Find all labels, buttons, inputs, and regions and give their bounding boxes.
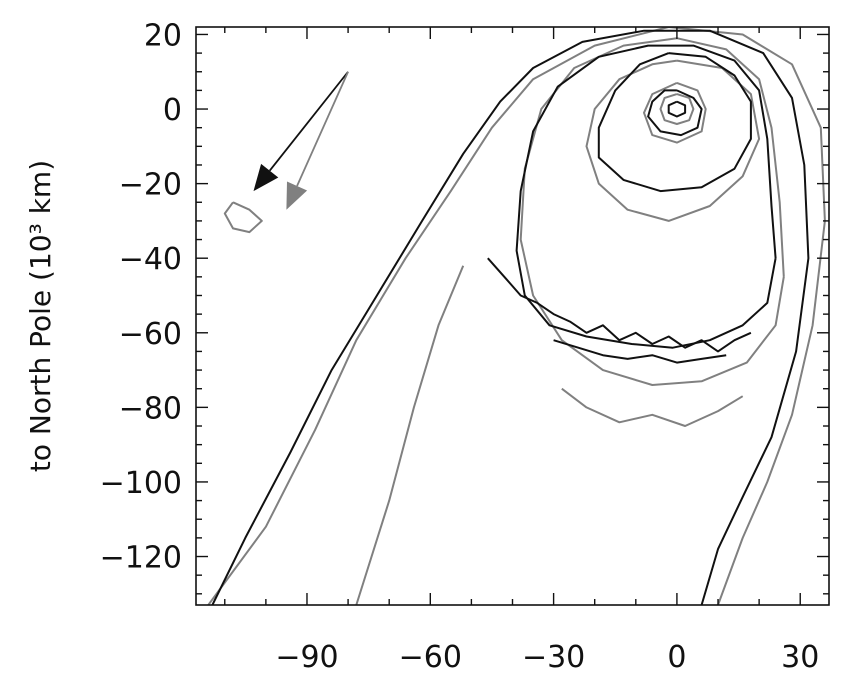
black-contour-5: [487, 257, 752, 353]
black-contour-0: [667, 100, 687, 118]
x-tick-label: −60: [399, 640, 462, 675]
y-axis-tick-labels: 20 0 −20 −40 −60 −80 −100 −120: [100, 18, 182, 575]
y-tick-label: −60: [119, 317, 182, 352]
black-arrow-shaft: [268, 71, 349, 172]
black-arrow-head: [253, 163, 279, 192]
y-tick-label: −100: [100, 466, 182, 501]
gray-contour-6: [561, 387, 744, 427]
y-axis-title: to North Pole (10³ km): [24, 160, 57, 472]
y-tick-label: 20: [144, 18, 182, 53]
x-tick-label: −30: [522, 640, 585, 675]
y-tick-label: −80: [119, 391, 182, 426]
black-contour-2: [597, 52, 752, 193]
y-tick-label: −120: [100, 541, 182, 576]
gray-arrow-shaft: [296, 71, 349, 187]
x-tick-label: 30: [781, 640, 819, 675]
gray-contour-5: [355, 265, 465, 605]
black-contour-4: [211, 29, 810, 605]
gray-contour-series: [207, 27, 826, 605]
black-contour-1: [647, 89, 703, 137]
axis-ticks: [196, 27, 829, 605]
plot-frame: [195, 26, 830, 606]
x-tick-label: 0: [667, 640, 686, 675]
gray-contour-2: [585, 59, 761, 222]
x-axis-tick-labels: −90 −60 −30 0 30: [275, 640, 819, 675]
y-tick-label: 0: [163, 93, 182, 128]
black-contour-3: [515, 44, 777, 349]
x-tick-label: −90: [275, 640, 338, 675]
gray-contour-7: [223, 201, 263, 234]
y-tick-label: −20: [119, 168, 182, 203]
black-contour-series: [211, 29, 810, 605]
black-contour-6: [553, 339, 727, 364]
gray-contour-4: [207, 27, 826, 605]
gray-arrow-head: [286, 181, 308, 210]
gray-contour-1: [643, 81, 707, 144]
gray-contour-0: [659, 93, 695, 125]
direction-arrows: [253, 71, 349, 210]
y-tick-label: −40: [119, 242, 182, 277]
